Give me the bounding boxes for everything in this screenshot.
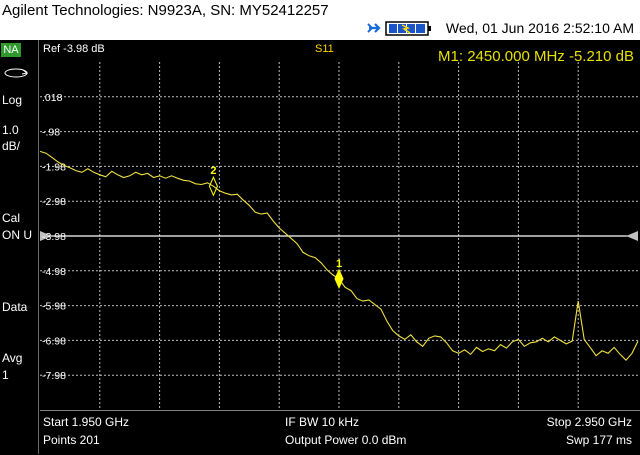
ref-level-label: Ref -3.98 dB: [43, 43, 105, 55]
y-tick-label: -3.98: [42, 231, 66, 243]
y-tick-label: -.98: [42, 127, 60, 139]
usb-icon: [367, 23, 381, 33]
scale-value: 1.0: [2, 123, 19, 137]
y-tick-label: .018: [42, 92, 63, 104]
sweep-time[interactable]: Swp 177 ms: [565, 433, 632, 447]
output-power[interactable]: Output Power 0.0 dBm: [285, 433, 407, 447]
app-title: Agilent Technologies: N9923A, SN: MY5241…: [2, 2, 329, 19]
plot-header: Ref -3.98 dB S11 M1: 2450.000 MHz -5.210…: [40, 40, 640, 65]
status-footer: Start 1.950 GHz Points 201 IF BW 10 kHz …: [40, 410, 640, 455]
points-count[interactable]: Points 201: [43, 433, 100, 447]
reference-left-arrow: [40, 231, 52, 241]
reference-right-arrow: [626, 231, 638, 241]
y-tick-label: -2.98: [42, 196, 66, 208]
avg-label: Avg: [2, 351, 23, 365]
marker-label-2: 2: [210, 165, 216, 177]
title-bar: Agilent Technologies: N9923A, SN: MY5241…: [0, 0, 640, 40]
y-tick-label: -7.98: [42, 370, 66, 382]
y-tick-label: -6.98: [42, 335, 66, 347]
battery-icon: [385, 21, 431, 36]
marker-readout: M1: 2450.000 MHz -5.210 dB: [438, 48, 634, 65]
scale-unit: dB/: [2, 139, 21, 153]
datetime: Wed, 01 Jun 2016 2:52:10 AM: [445, 20, 634, 36]
rotate-icon: [4, 68, 29, 78]
if-bandwidth[interactable]: IF BW 10 kHz: [285, 415, 360, 429]
cal-label: Cal: [2, 211, 21, 225]
scale-type: Log: [2, 93, 23, 107]
start-frequency[interactable]: Start 1.950 GHz: [43, 415, 130, 429]
avg-value: 1: [2, 368, 9, 382]
trace-label: S11: [315, 43, 334, 55]
reference-layer: [40, 231, 638, 241]
mode-badge[interactable]: NA: [1, 43, 21, 57]
marker-label-1: 1: [336, 258, 342, 270]
sidebar: NA Log 1.0 dB/ Cal ON U Data Avg 1: [0, 40, 39, 454]
trace-display: Data: [2, 300, 28, 314]
y-axis-ticks: .018 -.98 -1.98 -2.98 -3.98 -4.98 -5.98 -6.98 -7…: [42, 92, 66, 382]
y-tick-label: -5.98: [42, 301, 66, 313]
y-tick-label: -4.98: [42, 266, 66, 278]
cal-status: ON U: [2, 228, 32, 242]
status-icons: [367, 21, 431, 36]
y-tick-label: -1.98: [42, 161, 66, 173]
marker-layer: 12: [208, 165, 344, 290]
marker-1: [334, 268, 344, 290]
marker-2: [208, 176, 218, 197]
stop-frequency[interactable]: Stop 2.950 GHz: [546, 415, 632, 429]
